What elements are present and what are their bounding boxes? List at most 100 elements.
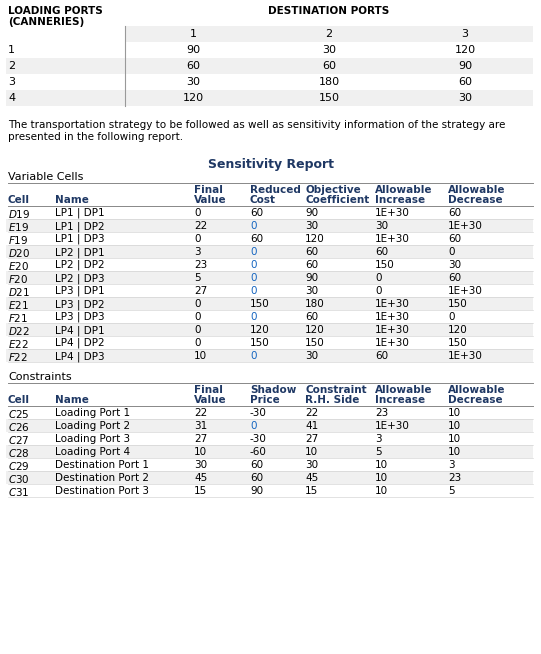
Text: 0: 0 [250, 221, 256, 231]
Text: 60: 60 [322, 61, 336, 71]
Text: R.H. Side: R.H. Side [305, 395, 359, 405]
Text: LP1 | DP1: LP1 | DP1 [55, 208, 104, 218]
Text: 10: 10 [305, 447, 318, 457]
Text: 3: 3 [375, 434, 381, 444]
Text: 15: 15 [305, 486, 318, 496]
Text: 5: 5 [375, 447, 381, 457]
Text: LP2 | DP2: LP2 | DP2 [55, 260, 104, 271]
Text: LP4 | DP3: LP4 | DP3 [55, 351, 104, 362]
Text: 10: 10 [194, 447, 207, 457]
Text: 1: 1 [189, 29, 196, 39]
Text: The transportation strategy to be followed as well as sensitivity information of: The transportation strategy to be follow… [8, 120, 505, 142]
Text: $D$20: $D$20 [8, 247, 30, 259]
Text: 60: 60 [448, 234, 461, 244]
Text: Allowable: Allowable [375, 185, 432, 195]
Text: (CANNERIES): (CANNERIES) [8, 17, 84, 27]
Text: Loading Port 4: Loading Port 4 [55, 447, 130, 457]
Text: $C$29: $C$29 [8, 460, 30, 472]
Text: $E$21: $E$21 [8, 299, 29, 311]
Text: 1: 1 [8, 45, 15, 55]
Text: 23: 23 [375, 408, 388, 418]
Text: 27: 27 [194, 434, 207, 444]
Text: Loading Port 2: Loading Port 2 [55, 421, 130, 431]
Text: 0: 0 [250, 312, 256, 322]
Text: 23: 23 [194, 260, 207, 270]
Text: 60: 60 [250, 473, 263, 483]
Text: 180: 180 [305, 299, 325, 309]
Bar [6, 245, 533, 258]
Text: 90: 90 [250, 486, 263, 496]
Text: Value: Value [194, 395, 227, 405]
Text: 1E+30: 1E+30 [375, 421, 410, 431]
Text: 30: 30 [322, 45, 336, 55]
Text: Constraints: Constraints [8, 372, 71, 382]
Text: 1E+30: 1E+30 [375, 234, 410, 244]
Text: 60: 60 [186, 61, 200, 71]
Text: 27: 27 [305, 434, 318, 444]
Text: LOADING PORTS: LOADING PORTS [8, 6, 103, 16]
Text: Allowable: Allowable [375, 385, 432, 395]
Text: 10: 10 [194, 351, 207, 361]
Text: 60: 60 [458, 77, 472, 87]
Text: Sensitivity Report: Sensitivity Report [208, 158, 333, 171]
Text: $E$22: $E$22 [8, 338, 29, 350]
Text: DESTINATION PORTS: DESTINATION PORTS [268, 6, 390, 16]
Text: LP3 | DP1: LP3 | DP1 [55, 286, 104, 296]
Text: 5: 5 [448, 486, 454, 496]
Text: 10: 10 [448, 434, 461, 444]
Text: LP4 | DP2: LP4 | DP2 [55, 338, 104, 349]
Text: $C$27: $C$27 [8, 434, 30, 446]
Text: 30: 30 [375, 221, 388, 231]
Text: -30: -30 [250, 408, 267, 418]
Text: 60: 60 [250, 234, 263, 244]
Text: 30: 30 [186, 77, 200, 87]
Bar [6, 297, 533, 310]
Bar [6, 219, 533, 232]
Text: Loading Port 3: Loading Port 3 [55, 434, 130, 444]
Text: Destination Port 3: Destination Port 3 [55, 486, 149, 496]
Text: 41: 41 [305, 421, 318, 431]
Text: Name: Name [55, 395, 89, 405]
Text: 0: 0 [250, 247, 256, 257]
Text: LP2 | DP3: LP2 | DP3 [55, 273, 104, 283]
Text: $D$19: $D$19 [8, 208, 30, 220]
Text: Cell: Cell [8, 195, 30, 205]
Text: 30: 30 [305, 351, 318, 361]
Text: 30: 30 [305, 460, 318, 470]
Text: 10: 10 [375, 460, 388, 470]
Text: 4: 4 [8, 93, 15, 103]
Text: 0: 0 [250, 421, 256, 431]
Text: Loading Port 1: Loading Port 1 [55, 408, 130, 418]
Text: Cell: Cell [8, 395, 30, 405]
Text: 1E+30: 1E+30 [448, 351, 483, 361]
Text: 60: 60 [375, 351, 388, 361]
Text: $C$31: $C$31 [8, 486, 30, 498]
Text: 22: 22 [194, 408, 207, 418]
Text: 120: 120 [250, 325, 270, 335]
Text: 60: 60 [375, 247, 388, 257]
Text: 0: 0 [448, 312, 454, 322]
Text: 60: 60 [305, 312, 318, 322]
Bar [6, 323, 533, 336]
Text: Value: Value [194, 195, 227, 205]
Text: 0: 0 [250, 260, 256, 270]
Text: 30: 30 [458, 93, 472, 103]
Text: 22: 22 [194, 221, 207, 231]
Text: 2: 2 [8, 61, 15, 71]
Text: Variable Cells: Variable Cells [8, 172, 83, 182]
Text: 10: 10 [448, 408, 461, 418]
Text: 30: 30 [305, 221, 318, 231]
Text: Objective: Objective [305, 185, 361, 195]
Text: $C$30: $C$30 [8, 473, 30, 485]
Text: 1E+30: 1E+30 [448, 221, 483, 231]
Text: 1E+30: 1E+30 [375, 312, 410, 322]
Bar [6, 471, 533, 484]
Text: 2: 2 [326, 29, 333, 39]
Text: 45: 45 [194, 473, 207, 483]
Text: Increase: Increase [375, 195, 425, 205]
Text: $E$20: $E$20 [8, 260, 29, 272]
Text: 0: 0 [194, 208, 201, 218]
Text: 3: 3 [448, 460, 454, 470]
Text: 15: 15 [194, 486, 207, 496]
Bar [6, 90, 533, 106]
